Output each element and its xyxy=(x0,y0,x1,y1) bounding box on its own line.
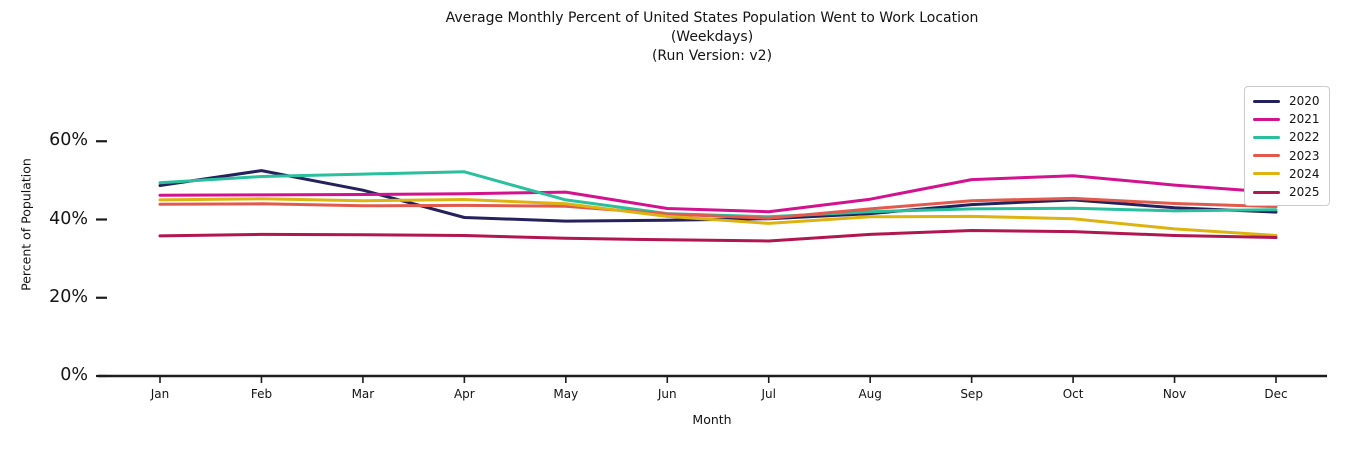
x-tick-label-dec: Dec xyxy=(1264,387,1288,401)
legend-swatch-2023 xyxy=(1253,154,1280,158)
x-tick-label-aug: Aug xyxy=(858,387,882,401)
series-line-2024 xyxy=(158,197,1278,237)
x-tick-label-jul: Jul xyxy=(761,387,776,401)
x-tick-label-sep: Sep xyxy=(960,387,983,401)
x-tick-label-mar: Mar xyxy=(351,387,375,401)
legend-label-2025: 2025 xyxy=(1289,185,1320,200)
legend-item-2022: 2022 xyxy=(1253,128,1320,146)
y-tick-label-60: 60% xyxy=(49,130,88,151)
legend-label-2024: 2024 xyxy=(1289,166,1320,181)
legend-label-2023: 2023 xyxy=(1289,148,1320,163)
x-tick-label-apr: Apr xyxy=(453,387,475,401)
chart-subtitle-weekdays: (Weekdays) xyxy=(670,29,754,45)
x-tick-label-may: May xyxy=(553,387,579,401)
series-line-2025 xyxy=(158,229,1278,243)
x-tick-label-jan: Jan xyxy=(150,387,170,401)
y-tick-label-40: 40% xyxy=(49,208,88,229)
legend-item-2024: 2024 xyxy=(1253,165,1320,183)
legend-item-2020: 2020 xyxy=(1253,92,1320,110)
legend-item-2025: 2025 xyxy=(1253,183,1320,201)
x-tick-label-nov: Nov xyxy=(1162,387,1187,401)
legend-swatch-2020 xyxy=(1253,99,1280,103)
x-tick-label-feb: Feb xyxy=(250,387,273,401)
x-tick-label-jun: Jun xyxy=(657,387,677,401)
legend-swatch-2025 xyxy=(1253,190,1280,194)
legend: 2020 2021 2022 2023 2024 2025 xyxy=(1244,86,1330,207)
legend-swatch-2022 xyxy=(1253,135,1280,139)
legend-label-2020: 2020 xyxy=(1289,94,1320,109)
x-tick-label-oct: Oct xyxy=(1062,387,1084,401)
legend-swatch-2021 xyxy=(1253,117,1280,121)
y-tick-label-20: 20% xyxy=(49,286,88,307)
chart-subtitle-run-version: (Run Version: v2) xyxy=(651,48,773,64)
legend-swatch-2024 xyxy=(1253,172,1280,176)
x-axis-label: Month xyxy=(692,412,732,427)
series-line-2023 xyxy=(158,196,1278,220)
legend-label-2021: 2021 xyxy=(1289,112,1320,127)
legend-label-2022: 2022 xyxy=(1289,130,1320,145)
legend-item-2021: 2021 xyxy=(1253,110,1320,128)
chart-title: Average Monthly Percent of United States… xyxy=(445,10,979,26)
y-tick-label-0: 0% xyxy=(60,365,88,385)
series-line-2021 xyxy=(158,174,1278,214)
legend-item-2023: 2023 xyxy=(1253,147,1320,165)
